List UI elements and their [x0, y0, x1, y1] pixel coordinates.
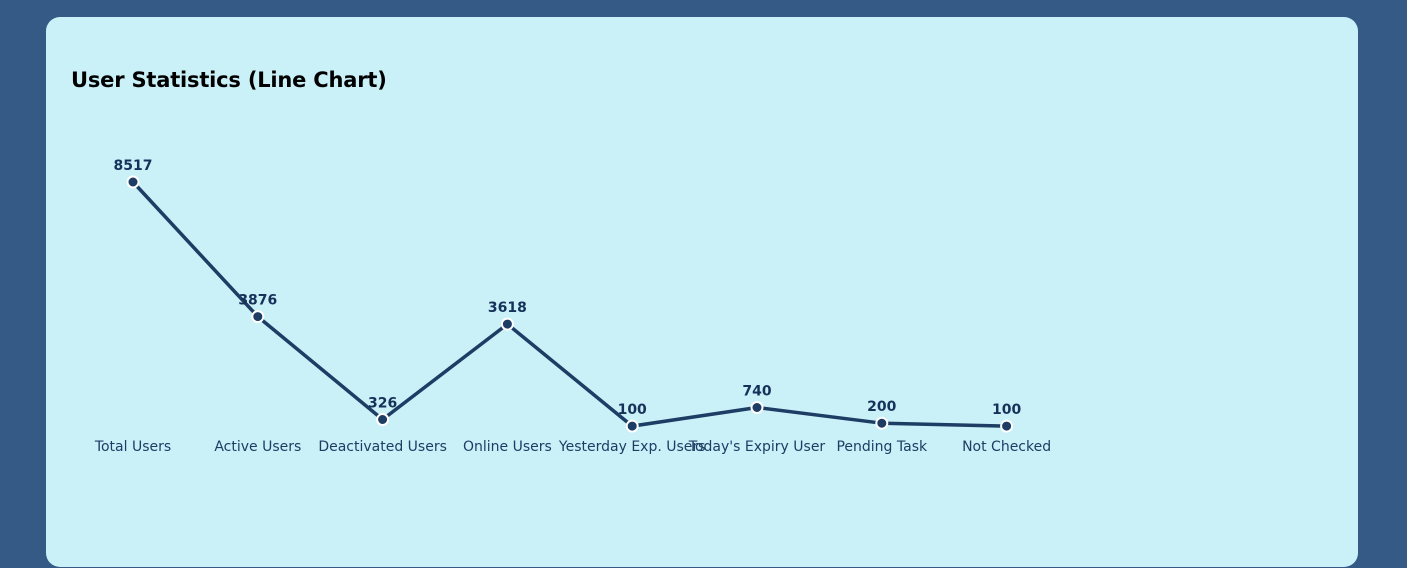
data-point[interactable] — [1000, 419, 1014, 433]
data-label: 740 — [742, 384, 771, 400]
x-tick-label: Pending Task — [836, 439, 928, 455]
data-point[interactable] — [376, 413, 390, 426]
x-tick-label: Not Checked — [962, 439, 1051, 455]
data-point[interactable] — [625, 419, 639, 433]
x-tick-label: Total Users — [94, 439, 171, 455]
chart-card: User Statistics (Line Chart) 8517 Total U… — [46, 17, 1358, 567]
data-point[interactable] — [750, 401, 764, 414]
x-tick-label: Yesterday Exp. Users — [558, 439, 706, 455]
data-point[interactable] — [251, 310, 265, 324]
x-tick-label: Active Users — [214, 439, 301, 455]
line-chart: 8517 Total Users 3876 Active Users 326 Deacti… — [94, 158, 1051, 455]
data-label: 326 — [368, 396, 397, 412]
data-label: 100 — [992, 402, 1021, 418]
x-tick-label: Online Users — [463, 439, 552, 455]
chart-title: User Statistics (Line Chart) — [71, 68, 387, 92]
data-label: 3618 — [488, 300, 527, 316]
data-point[interactable] — [126, 175, 140, 189]
data-point[interactable] — [875, 416, 889, 430]
x-tick-label: Today's Expiry User — [688, 439, 826, 455]
data-label: 8517 — [114, 158, 153, 174]
data-label: 200 — [867, 399, 896, 415]
data-label: 100 — [618, 402, 647, 418]
data-point[interactable] — [500, 317, 514, 331]
x-tick-label: Deactivated Users — [318, 439, 447, 455]
data-label: 3876 — [238, 293, 277, 309]
series-line — [131, 180, 1009, 428]
